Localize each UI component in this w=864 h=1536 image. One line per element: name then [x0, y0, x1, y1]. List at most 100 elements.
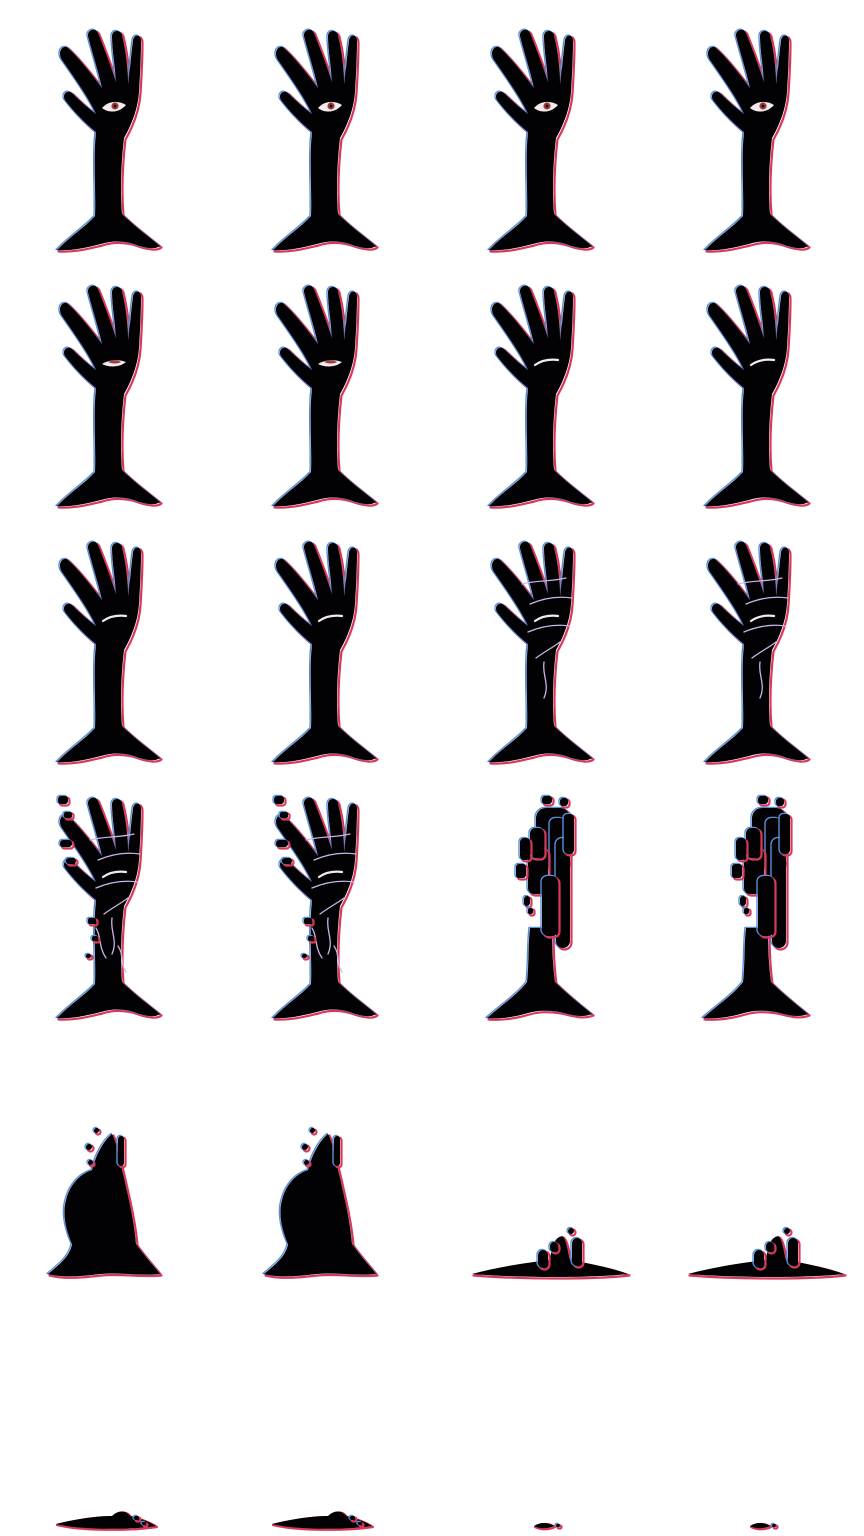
- sprite-frame: [648, 1280, 864, 1536]
- eye-icon: [101, 614, 128, 623]
- frame-drawing: [46, 1126, 163, 1279]
- sprite-frame: [0, 512, 216, 768]
- speck-silhouette: [534, 1523, 554, 1529]
- drips: [84, 1126, 127, 1169]
- speck-silhouette: [750, 1523, 770, 1529]
- eye-icon: [533, 614, 560, 623]
- frame-drawing: [703, 284, 811, 509]
- frame-drawing: [487, 284, 595, 509]
- shatter-chunks: [514, 794, 577, 951]
- eye-icon: [533, 358, 560, 367]
- melting-mass: [264, 1134, 376, 1277]
- sprite-frame: [216, 1024, 432, 1280]
- sprite-frame: [0, 256, 216, 512]
- frame-drawing: [472, 1226, 631, 1280]
- eye-icon: [534, 101, 558, 112]
- sprite-frame: [216, 512, 432, 768]
- sprite-frame: [648, 256, 864, 512]
- frame-drawing: [701, 794, 811, 1021]
- sprite-frame: [0, 1024, 216, 1280]
- frame-drawing: [55, 1511, 159, 1531]
- eye-icon: [102, 101, 126, 112]
- sprite-frame: [216, 1280, 432, 1536]
- eye-icon: [318, 101, 342, 112]
- hand-silhouette: [57, 797, 160, 1019]
- frame-drawing: [487, 540, 595, 765]
- hand-silhouette: [489, 541, 592, 763]
- eye-icon: [317, 614, 344, 623]
- frame-drawing: [271, 28, 379, 253]
- puddle-specks: [132, 1514, 149, 1528]
- frame-drawing: [703, 28, 811, 253]
- hand-silhouette: [273, 541, 376, 763]
- sprite-frame: [432, 768, 648, 1024]
- shatter-chunks: [730, 794, 793, 951]
- frame-drawing: [271, 540, 379, 765]
- frame-drawing: [487, 28, 595, 253]
- puddle-specks: [348, 1514, 365, 1528]
- frame-drawing: [271, 284, 379, 509]
- sprite-frame: [432, 512, 648, 768]
- mound-silhouette: [472, 1236, 628, 1277]
- eye-icon: [318, 360, 342, 367]
- frame-drawing: [703, 540, 811, 765]
- crack-lines: [521, 577, 573, 699]
- drips: [300, 1126, 343, 1169]
- crack-lines: [89, 833, 141, 973]
- mound-lumps: [536, 1226, 585, 1271]
- eye-icon: [102, 360, 126, 367]
- sprite-frame: [648, 1024, 864, 1280]
- sprite-frame: [216, 256, 432, 512]
- puddle-silhouette: [272, 1511, 372, 1529]
- sprite-frame: [216, 768, 432, 1024]
- speck-dots: [770, 1522, 779, 1530]
- sprite-frame: [648, 0, 864, 256]
- crack-lines: [737, 577, 789, 699]
- frame-drawing: [688, 1226, 847, 1280]
- hand-silhouette: [273, 797, 376, 1019]
- hand-silhouette: [273, 29, 376, 251]
- melting-mass: [48, 1134, 160, 1277]
- frame-drawing: [749, 1522, 779, 1531]
- sprite-frame: [432, 1280, 648, 1536]
- sprite-frame: [0, 768, 216, 1024]
- frame-drawing: [262, 1126, 379, 1279]
- frame-drawing: [55, 794, 163, 1021]
- sprite-frame: [0, 0, 216, 256]
- hand-silhouette: [57, 285, 160, 507]
- eye-icon: [317, 870, 344, 879]
- eye-icon: [749, 358, 776, 367]
- eye-icon: [101, 870, 128, 879]
- hand-silhouette: [489, 29, 592, 251]
- stump-silhouette: [487, 928, 592, 1019]
- stump-silhouette: [703, 928, 808, 1019]
- eye-icon: [750, 101, 774, 112]
- frame-drawing: [533, 1522, 563, 1531]
- sprite-frame: [0, 1280, 216, 1536]
- crack-lines: [305, 833, 357, 973]
- puddle-silhouette: [56, 1511, 156, 1529]
- frame-drawing: [485, 794, 595, 1021]
- frame-drawing: [55, 28, 163, 253]
- hand-silhouette: [57, 541, 160, 763]
- speck-dots: [554, 1522, 563, 1530]
- frame-drawing: [271, 794, 379, 1021]
- mound-silhouette: [688, 1236, 844, 1277]
- mound-lumps: [752, 1226, 801, 1271]
- frame-drawing: [55, 284, 163, 509]
- sprite-frame: [432, 1024, 648, 1280]
- sprite-frame: [648, 512, 864, 768]
- hand-silhouette: [705, 29, 808, 251]
- falling-chunks: [272, 794, 317, 961]
- hand-silhouette: [57, 29, 160, 251]
- hand-silhouette: [489, 285, 592, 507]
- sprite-frame: [432, 256, 648, 512]
- hand-silhouette: [273, 285, 376, 507]
- frame-drawing: [271, 1511, 375, 1531]
- frame-drawing: [55, 540, 163, 765]
- hand-silhouette: [705, 541, 808, 763]
- sprite-frame: [216, 0, 432, 256]
- sprite-frame: [648, 768, 864, 1024]
- hand-silhouette: [705, 285, 808, 507]
